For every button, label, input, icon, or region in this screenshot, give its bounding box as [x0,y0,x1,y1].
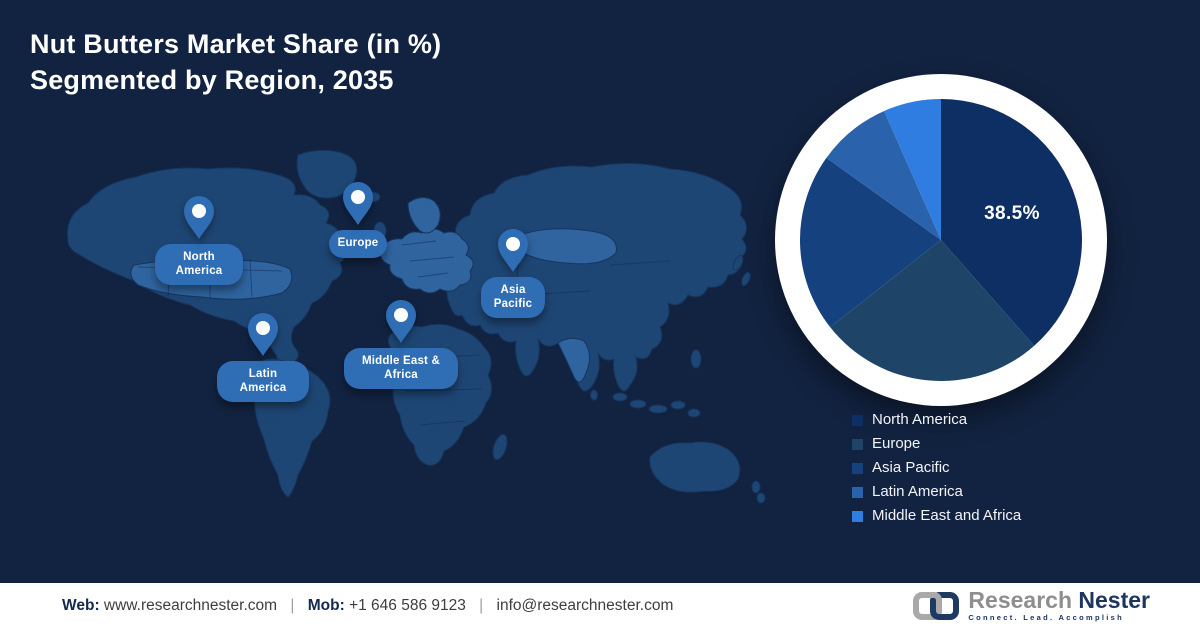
region-scandinavia [407,197,441,234]
contact-line: Web: www.researchnester.com | Mob: +1 64… [62,597,673,615]
logo-text: Research Nester Connect. Lead. Accomplis… [968,587,1150,623]
logo-name-research: Research [968,587,1072,613]
continent-asia [446,162,747,392]
pie-slice-asia-pacific [800,157,941,328]
footer-bar: Web: www.researchnester.com | Mob: +1 64… [0,583,1200,628]
page-title-line1: Nut Butters Market Share (in %) [30,29,442,59]
research-nester-logo: Research Nester Connect. Lead. Accomplis… [912,589,1150,622]
legend-label: Asia Pacific [872,459,950,476]
legend-item: Latin America [852,483,1021,501]
separator: | [479,596,484,614]
pie-slice-europe [830,240,1035,381]
page-title: Nut Butters Market Share (in %) Segmente… [30,26,441,98]
pie-slice-north-america [941,99,1082,346]
region-india [557,337,590,383]
pie-chart: 38.5% [775,74,1107,406]
map-pin-middle-east-africa: Middle East & Africa [331,300,471,390]
pin-marker-icon [343,182,373,225]
legend-swatch [852,438,863,450]
pie-data-label: 38.5% [984,203,1040,224]
pin-marker-icon [386,300,416,343]
logo-tagline: Connect. Lead. Accomplish [968,613,1124,622]
pie-slices [800,99,1082,381]
legend-item: Asia Pacific [852,459,1021,477]
legend-swatch [852,510,863,522]
legend-item: Middle East and Africa [852,507,1021,525]
legend-label: North America [872,411,968,428]
website-url: www.researchnester.com [103,596,278,614]
mob-label: Mob: [307,596,345,614]
map-pin-north-america: North America [129,196,269,286]
map-label-europe: Europe [328,230,388,258]
pie-slice-middle-east-and-africa [884,99,941,240]
chart-legend: North America Europe Asia Pacific Latin Ame… [852,411,1021,531]
map-pin-latin-america: Latin America [193,313,333,403]
legend-label: Middle East and Africa [872,507,1022,524]
logo-name: Research Nester [968,587,1150,613]
continent-australia [649,441,741,493]
map-pin-europe: Europe [288,182,428,258]
legend-swatch [852,414,863,426]
legend-swatch [852,462,863,474]
page-title-line2: Segmented by Region, 2035 [30,65,394,95]
web-label: Web: [62,596,100,614]
legend-swatch [852,486,863,498]
legend-item: North America [852,411,1021,429]
pin-marker-icon [498,229,528,272]
map-label-asia-pacific: Asia Pacific [481,277,545,319]
map-label-middle-east-africa: Middle East & Africa [344,348,458,390]
separator: | [290,596,295,614]
email-address: info@researchnester.com [496,596,674,614]
map-label-latin-america: Latin America [217,361,309,403]
logo-name-nester: Nester [1078,587,1150,613]
map-pin-asia-pacific: Asia Pacific [443,229,583,319]
legend-label: Europe [872,435,921,452]
map-label-north-america: North America [155,244,243,286]
pie-slice-latin-america [826,110,941,240]
pin-marker-icon [184,196,214,239]
pin-marker-icon [248,313,278,356]
phone-number: +1 646 586 9123 [349,596,466,614]
legend-item: Europe [852,435,1021,453]
legend-label: Latin America [872,483,963,500]
world-map-section: North America Europe Asia Pacific Middle… [50,145,770,505]
chain-links-icon [913,591,960,620]
